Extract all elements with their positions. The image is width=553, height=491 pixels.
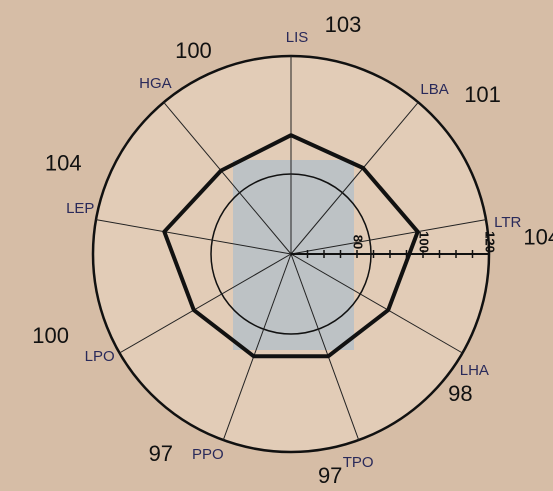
axis-label-hga: HGA bbox=[139, 75, 172, 92]
value-label-lba: 101 bbox=[464, 82, 501, 107]
spoke-lep bbox=[95, 219, 292, 255]
axis-label-ppo: PPO bbox=[192, 446, 224, 463]
spoke-lba bbox=[290, 102, 419, 255]
axis-label-lba: LBA bbox=[420, 81, 448, 98]
value-label-lpo: 100 bbox=[32, 323, 69, 348]
tick-label-100: 100 bbox=[417, 231, 432, 253]
axis-label-lpo: LPO bbox=[85, 348, 115, 365]
axis-label-lis: LIS bbox=[286, 29, 309, 46]
value-label-lis: 103 bbox=[325, 12, 362, 37]
axis-label-tpo: TPO bbox=[343, 454, 374, 471]
spoke-lpo bbox=[119, 253, 292, 354]
spoke-ppo bbox=[222, 253, 292, 441]
axis-label-ltr: LTR bbox=[494, 214, 521, 231]
value-label-tpo: 97 bbox=[318, 463, 342, 488]
axis-label-lha: LHA bbox=[460, 362, 489, 379]
spoke-hga bbox=[163, 102, 292, 255]
axis-labels: LEP104HGA100LIS103LBA101LTR104LHA98TPO97… bbox=[32, 12, 553, 488]
value-label-hga: 100 bbox=[175, 38, 212, 63]
spoke-lha bbox=[290, 253, 463, 354]
value-label-lha: 98 bbox=[448, 381, 472, 406]
axis-label-lep: LEP bbox=[66, 200, 94, 217]
tick-label-120: 120 bbox=[483, 231, 498, 253]
value-label-ppo: 97 bbox=[149, 441, 173, 466]
tick-label-80: 80 bbox=[351, 235, 366, 249]
value-label-ltr: 104 bbox=[523, 225, 553, 250]
spoke-ltr bbox=[290, 219, 487, 255]
radial-ticks: 80 100 120 bbox=[306, 231, 498, 258]
value-label-lep: 104 bbox=[45, 151, 82, 176]
spoke-tpo bbox=[290, 253, 360, 441]
series-polygon bbox=[162, 133, 420, 359]
